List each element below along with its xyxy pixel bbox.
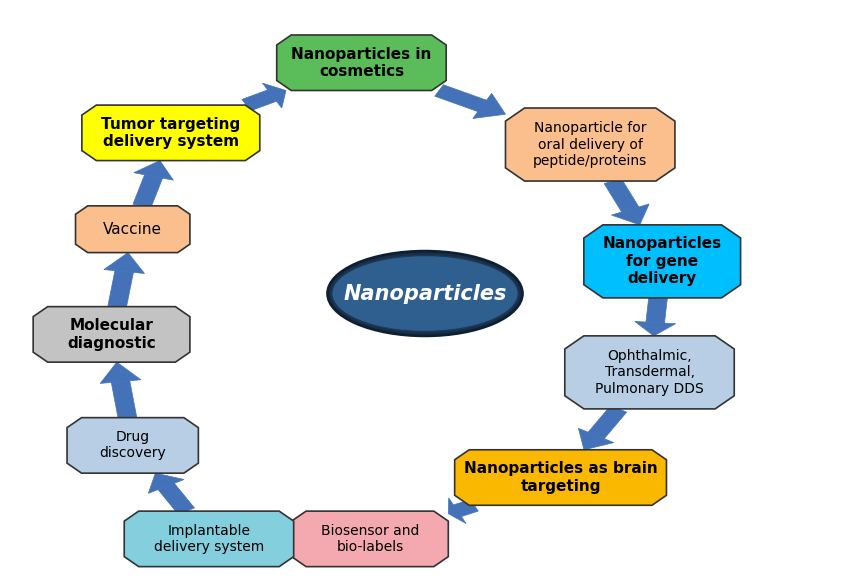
Text: Tumor targeting
delivery system: Tumor targeting delivery system	[101, 117, 241, 149]
Polygon shape	[604, 178, 639, 212]
Polygon shape	[455, 450, 666, 505]
Polygon shape	[579, 429, 614, 450]
Polygon shape	[646, 298, 667, 323]
Polygon shape	[158, 483, 195, 514]
Polygon shape	[76, 206, 190, 252]
Polygon shape	[242, 90, 276, 111]
Polygon shape	[588, 406, 626, 438]
Text: Implantable
delivery system: Implantable delivery system	[154, 524, 264, 554]
Polygon shape	[453, 500, 479, 517]
Text: Nanoparticle for
oral delivery of
peptide/proteins: Nanoparticle for oral delivery of peptid…	[533, 122, 648, 168]
Polygon shape	[564, 336, 734, 409]
Text: Nanoparticles: Nanoparticles	[343, 284, 507, 303]
Text: Nanoparticles
for gene
delivery: Nanoparticles for gene delivery	[603, 237, 722, 286]
Polygon shape	[506, 108, 675, 181]
Polygon shape	[435, 85, 486, 112]
Polygon shape	[108, 271, 133, 308]
Polygon shape	[148, 473, 184, 493]
Text: Nanoparticles as brain
targeting: Nanoparticles as brain targeting	[464, 461, 657, 494]
Polygon shape	[67, 417, 198, 473]
Text: Drug
discovery: Drug discovery	[99, 430, 166, 460]
Polygon shape	[82, 105, 260, 161]
Text: Ophthalmic,
Transdermal,
Pulmonary DDS: Ophthalmic, Transdermal, Pulmonary DDS	[595, 349, 704, 396]
Polygon shape	[100, 362, 141, 383]
Polygon shape	[33, 306, 190, 362]
Polygon shape	[133, 175, 162, 208]
Polygon shape	[611, 204, 649, 225]
Polygon shape	[263, 83, 286, 108]
Polygon shape	[124, 511, 294, 566]
Polygon shape	[277, 35, 446, 90]
Ellipse shape	[327, 251, 523, 336]
Text: Biosensor and
bio-labels: Biosensor and bio-labels	[320, 524, 419, 554]
Polygon shape	[104, 252, 144, 274]
Polygon shape	[111, 381, 137, 419]
Text: Vaccine: Vaccine	[103, 222, 162, 237]
Text: Nanoparticles in
cosmetics: Nanoparticles in cosmetics	[292, 46, 432, 79]
Polygon shape	[473, 93, 506, 119]
Polygon shape	[584, 225, 740, 298]
Polygon shape	[292, 511, 448, 566]
Polygon shape	[133, 161, 173, 180]
Polygon shape	[448, 498, 466, 524]
Text: Molecular
diagnostic: Molecular diagnostic	[67, 318, 156, 350]
Polygon shape	[292, 532, 294, 545]
Ellipse shape	[332, 255, 518, 332]
Polygon shape	[635, 322, 676, 336]
